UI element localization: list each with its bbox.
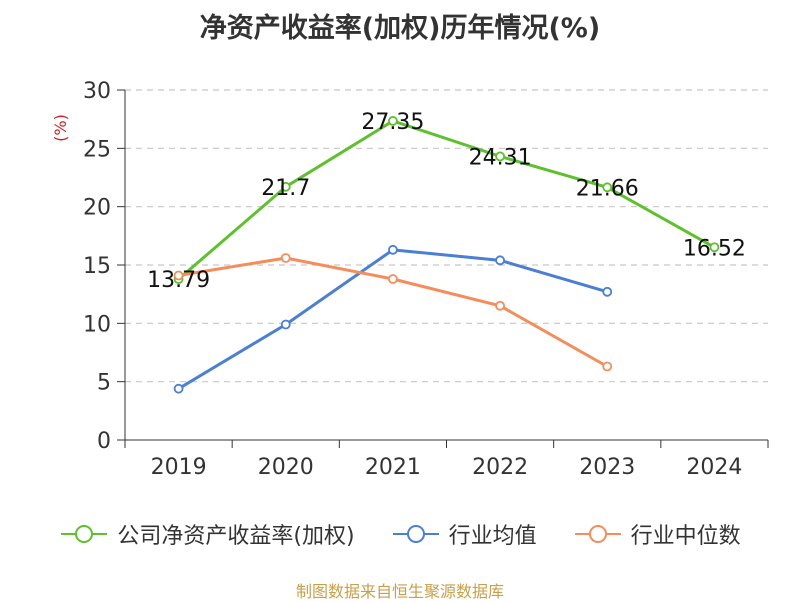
x-tick-label: 2024 (686, 455, 742, 480)
legend-item-industry-median[interactable]: 行业中位数 (573, 518, 741, 550)
series (173, 116, 720, 394)
chart-title: 净资产收益率(加权)历年情况(%) (199, 13, 601, 44)
data-point (388, 274, 398, 284)
y-tick-label: 15 (83, 254, 111, 279)
legend: 公司净资产收益率(加权) 行业均值 行业中位数 (0, 518, 800, 550)
y-tick-label: 5 (97, 371, 111, 396)
data-point (602, 182, 613, 193)
series-line-1 (177, 248, 608, 390)
legend-marker-icon (574, 525, 621, 543)
data-point (388, 244, 398, 255)
data-label: 16.52 (683, 236, 746, 261)
y-tick-label: 20 (83, 196, 111, 221)
data-point (280, 253, 291, 263)
legend-item-industry-mean[interactable]: 行业均值 (391, 518, 537, 550)
data-point (495, 255, 505, 266)
data-labels: 13.79 21.7 27.35 24.31 21.66 16.52 (147, 110, 746, 293)
y-axis-label: (%) (51, 114, 70, 142)
data-point (495, 300, 505, 311)
x-tick-label: 2020 (258, 455, 314, 480)
y-tick-label: 10 (83, 312, 111, 337)
y-tick-label: 30 (83, 79, 111, 104)
data-label: 21.7 (261, 176, 310, 201)
data-label: 24.31 (469, 145, 532, 170)
source-note: 制图数据来自恒生聚源数据库 (295, 582, 504, 601)
data-label: 13.79 (147, 268, 210, 293)
data-point (173, 383, 184, 394)
y-tick-label: 0 (97, 429, 111, 454)
x-tick-label: 2019 (151, 455, 207, 480)
data-point (495, 151, 505, 162)
x-tick-label: 2023 (579, 455, 635, 480)
data-point (602, 361, 613, 372)
legend-marker-icon (392, 525, 439, 543)
data-point (280, 319, 291, 330)
data-label: 27.35 (361, 110, 424, 135)
data-point (173, 270, 184, 281)
axes: 0 5 10 15 20 25 30 2019 2020 2021 2022 2023 2024 (%) (51, 79, 769, 480)
legend-label: 行业中位数 (630, 524, 741, 549)
series-line-0 (177, 119, 716, 281)
x-tick-label: 2021 (365, 455, 421, 480)
gridlines (125, 89, 768, 383)
x-tick-label: 2022 (472, 455, 528, 480)
data-label: 21.66 (576, 176, 639, 201)
data-point (709, 242, 720, 253)
data-point (388, 116, 398, 126)
legend-label: 行业均值 (448, 524, 537, 549)
legend-item-company-roe[interactable]: 公司净资产收益率(加权) (59, 518, 355, 550)
legend-label: 公司净资产收益率(加权) (117, 524, 355, 549)
legend-marker-icon (61, 525, 108, 543)
data-point (280, 181, 291, 192)
y-tick-label: 25 (83, 137, 111, 162)
data-point (602, 286, 613, 297)
